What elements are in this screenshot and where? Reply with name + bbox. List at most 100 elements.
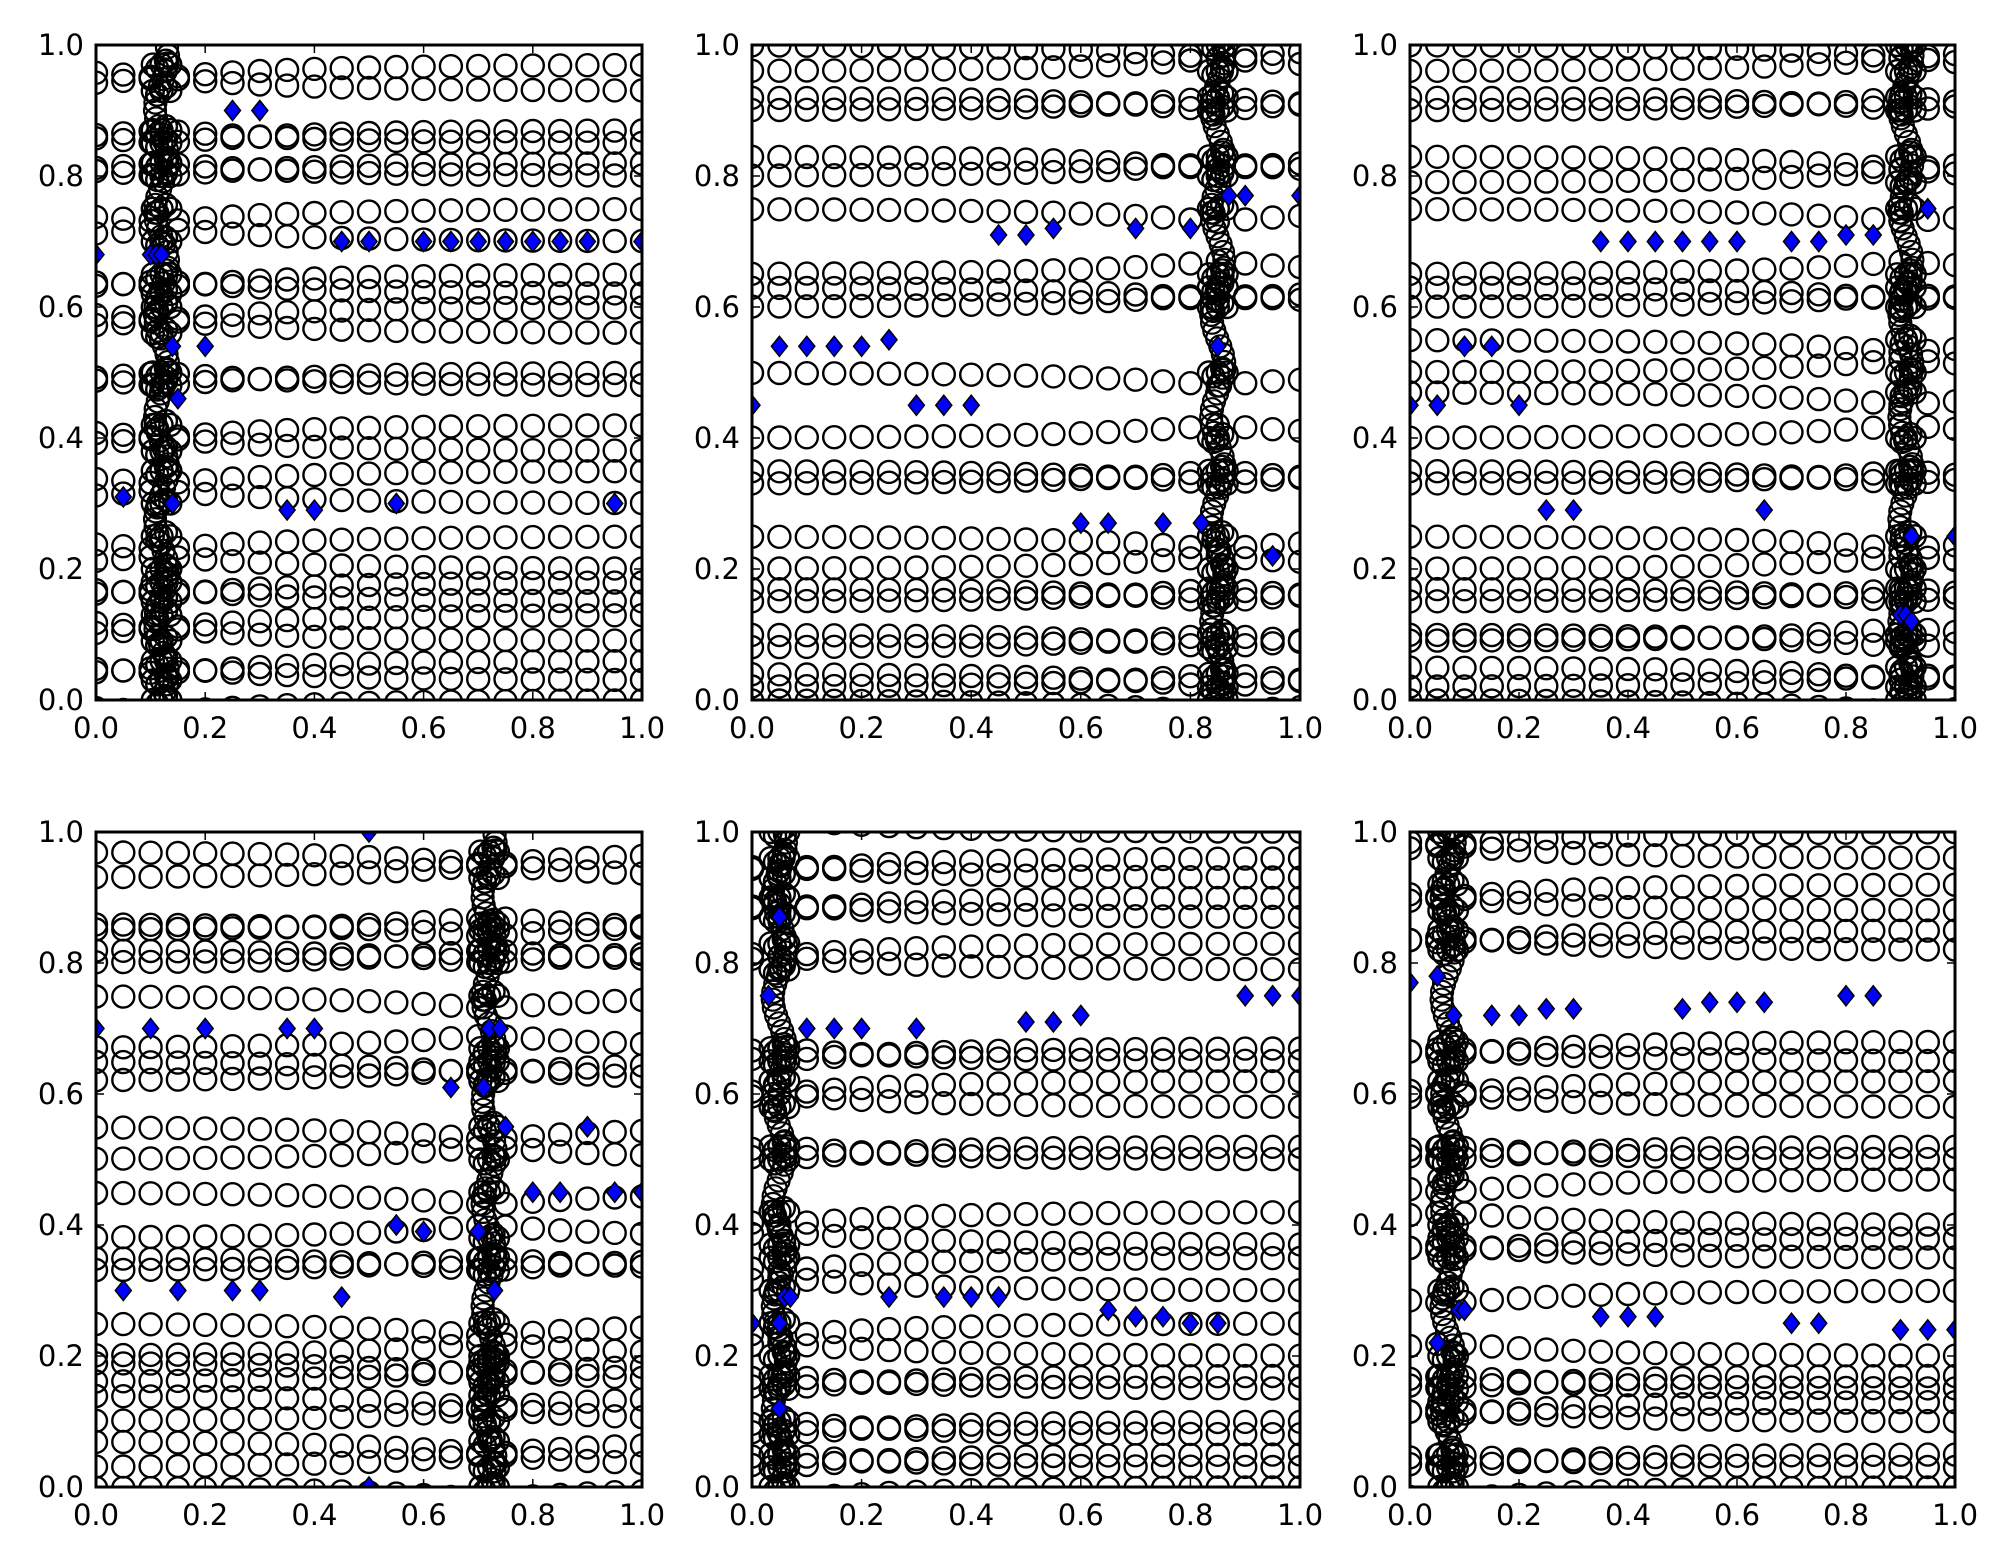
circle-marker xyxy=(1588,832,1613,849)
x-tick-label: 0.6 xyxy=(401,711,447,745)
circle-marker xyxy=(274,1222,300,1248)
circle-marker xyxy=(629,52,642,78)
circle-marker xyxy=(1900,460,1925,485)
circle-marker xyxy=(986,199,1011,224)
circle-marker xyxy=(1506,688,1532,700)
circle-marker xyxy=(220,70,245,96)
circle-marker xyxy=(1041,45,1066,62)
circle-marker xyxy=(959,1071,984,1097)
circle-marker xyxy=(1232,1376,1258,1401)
circle-marker xyxy=(111,1035,136,1060)
circle-marker xyxy=(1442,1341,1467,1366)
circle-marker xyxy=(411,129,436,154)
circle-marker xyxy=(1123,45,1148,65)
circle-marker xyxy=(485,1455,511,1480)
y-tick-label: 0.6 xyxy=(694,290,740,324)
circle-marker xyxy=(959,45,984,60)
circle-marker xyxy=(1942,937,1955,962)
circle-marker xyxy=(1178,1421,1203,1447)
circle-marker xyxy=(876,634,902,659)
circle-marker xyxy=(96,840,109,865)
circle-marker xyxy=(1068,581,1094,606)
circle-marker xyxy=(1643,292,1668,318)
circle-marker xyxy=(520,1026,545,1051)
circle-marker xyxy=(1287,465,1300,491)
circle-marker xyxy=(1752,626,1777,652)
circle-marker xyxy=(986,1477,1011,1487)
circle-marker xyxy=(1643,423,1668,449)
circle-marker xyxy=(1534,470,1559,496)
circle-marker xyxy=(1123,1200,1148,1226)
circle-marker xyxy=(602,1119,627,1145)
y-tick-label: 0.4 xyxy=(1352,1208,1398,1242)
circle-marker xyxy=(1900,562,1925,587)
circle-marker xyxy=(772,1152,797,1177)
diamond-marker xyxy=(305,1017,324,1040)
diamond-marker xyxy=(196,1017,215,1040)
circle-marker xyxy=(575,1029,600,1055)
circle-marker xyxy=(771,948,797,973)
circle-marker xyxy=(1806,1279,1832,1304)
circle-marker xyxy=(1942,205,1955,231)
x-tick-label: 0.0 xyxy=(1387,711,1433,745)
circle-marker xyxy=(575,1251,600,1277)
diamond-marker xyxy=(578,1115,597,1138)
circle-marker xyxy=(1806,621,1832,647)
circle-marker xyxy=(438,1333,464,1359)
circle-marker xyxy=(931,624,956,649)
circle-marker xyxy=(986,1136,1011,1162)
circle-marker xyxy=(274,315,300,341)
circle-marker xyxy=(1506,144,1532,170)
circle-marker xyxy=(1440,846,1465,871)
circle-marker xyxy=(1068,89,1094,115)
circle-marker xyxy=(1589,1479,1613,1487)
circle-marker xyxy=(1752,384,1777,409)
circle-marker xyxy=(1643,657,1668,682)
circle-marker xyxy=(1534,1206,1559,1231)
axes-frame xyxy=(1408,43,1957,702)
circle-marker xyxy=(138,1224,163,1250)
circle-marker xyxy=(274,947,300,973)
x-tick-label: 0.4 xyxy=(291,1498,337,1532)
circle-marker xyxy=(1178,154,1203,180)
circle-marker xyxy=(1095,1342,1121,1368)
circle-marker xyxy=(1095,256,1121,281)
circle-marker xyxy=(1287,1454,1300,1480)
circle-marker xyxy=(986,933,1011,959)
circle-marker xyxy=(1833,937,1859,962)
circle-marker xyxy=(138,949,163,975)
circle-marker xyxy=(547,603,573,628)
circle-marker xyxy=(1861,285,1886,310)
circle-marker xyxy=(493,319,518,345)
circle-marker xyxy=(825,1483,843,1487)
circle-marker xyxy=(96,1454,109,1479)
circle-marker xyxy=(384,990,409,1015)
circle-marker xyxy=(247,1144,272,1170)
circle-marker xyxy=(384,1186,409,1212)
circle-marker xyxy=(192,422,218,447)
circle-marker xyxy=(356,488,382,513)
circle-marker xyxy=(1942,585,1955,610)
circle-marker xyxy=(1806,1408,1832,1433)
circle-marker xyxy=(1014,691,1038,700)
circle-marker xyxy=(1806,531,1832,556)
circle-marker xyxy=(411,847,436,872)
circle-marker xyxy=(220,466,245,491)
circle-marker xyxy=(547,556,573,581)
circle-marker xyxy=(111,658,136,683)
circle-marker xyxy=(986,690,1011,700)
circle-marker xyxy=(1888,1048,1913,1074)
circle-marker xyxy=(959,663,984,689)
circle-marker xyxy=(1697,1443,1723,1469)
circle-marker xyxy=(959,1039,984,1064)
circle-marker xyxy=(1041,421,1066,447)
circle-marker xyxy=(247,940,272,965)
circle-marker xyxy=(1942,467,1955,493)
circle-marker xyxy=(1942,1363,1955,1389)
circle-marker xyxy=(1861,618,1886,643)
circle-marker xyxy=(1260,1409,1285,1435)
circle-marker xyxy=(329,652,354,677)
circle-marker xyxy=(438,1255,464,1280)
circle-marker xyxy=(876,891,902,916)
circle-marker xyxy=(1861,1029,1886,1055)
